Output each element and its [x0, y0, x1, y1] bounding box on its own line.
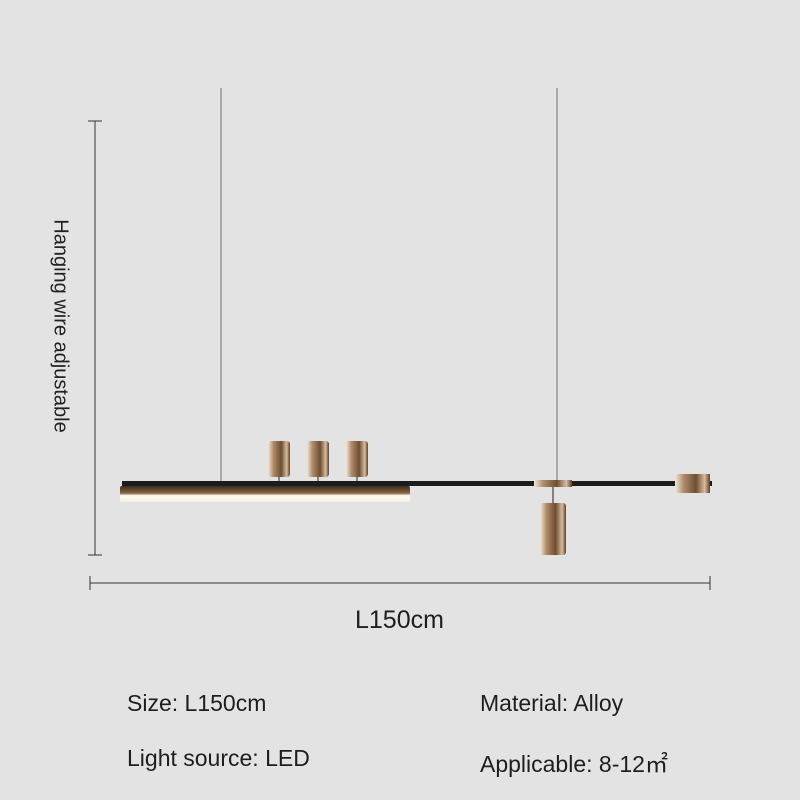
spec-applicable: Applicable: 8-12㎡: [480, 751, 668, 777]
spotlight-hanging: [540, 503, 566, 555]
connector: [534, 480, 572, 487]
rail: [122, 481, 712, 486]
length-dimension-line: [89, 576, 711, 590]
height-label: Hanging wire adjustable: [49, 219, 72, 433]
end-cap: [675, 474, 710, 493]
length-label: L150cm: [355, 606, 444, 634]
spec-light-source: Light source: LED: [127, 745, 310, 771]
spec-material: Material: Alloy: [480, 690, 624, 716]
led-bar: [120, 486, 410, 502]
spec-size: Size: L150cm: [127, 690, 267, 716]
height-dimension-line: [88, 120, 102, 556]
spotlights-top: [268, 441, 368, 481]
